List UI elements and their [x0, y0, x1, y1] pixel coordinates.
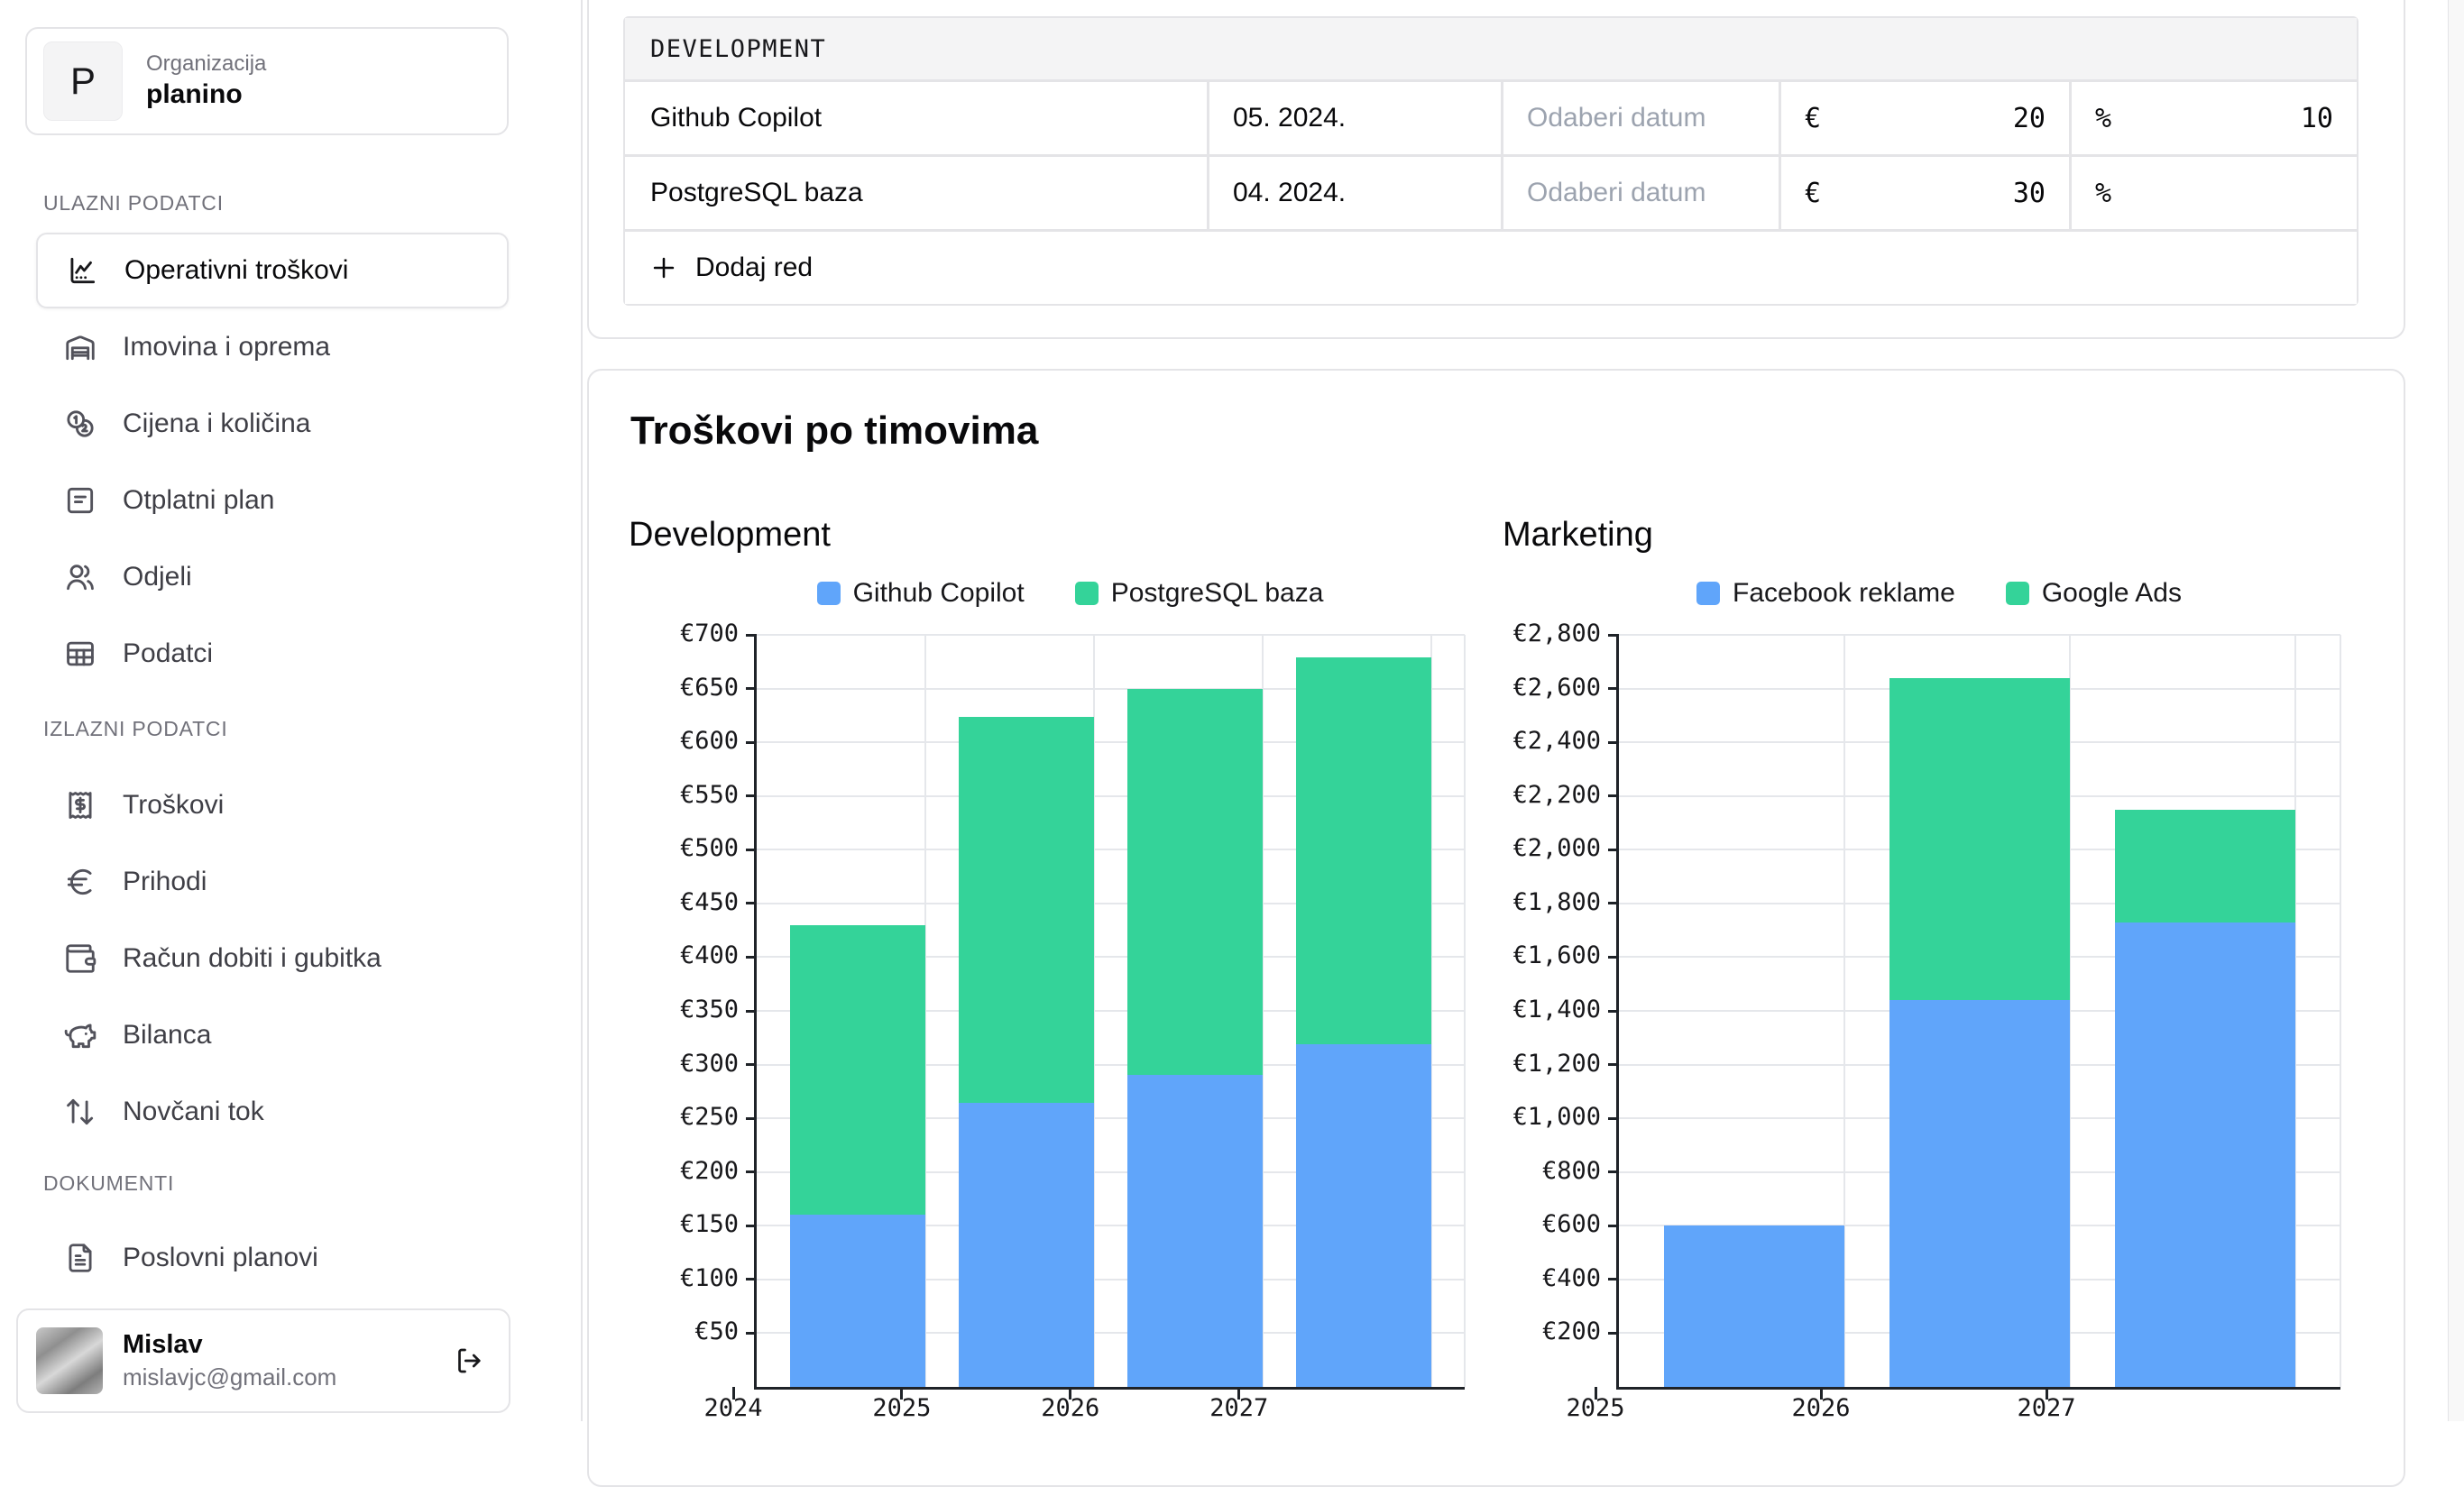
table-icon	[63, 637, 97, 671]
cost-name-cell[interactable]: PostgreSQL baza	[625, 157, 1207, 229]
sidebar-item-operativni-troskovi[interactable]: Operativni troškovi	[36, 233, 509, 308]
start-date-cell[interactable]: 04. 2024.	[1209, 157, 1501, 229]
sidebar-item-label: Otplatni plan	[123, 485, 274, 516]
add-row-label: Dodaj red	[695, 252, 813, 283]
sidebar-section-label-izlazni-podatci: IZLAZNI PODATCI	[43, 717, 228, 741]
sidebar-item-label: Račun dobiti i gubitka	[123, 943, 382, 974]
organization-text: Organizacija planino	[146, 50, 266, 112]
users-icon	[63, 560, 97, 594]
user-name: Mislav	[123, 1328, 336, 1363]
sidebar-item-poslovni-planovi[interactable]: Poslovni planovi	[36, 1220, 509, 1296]
sidebar-item-label: Cijena i količina	[123, 408, 310, 439]
vertical-scrollbar[interactable]	[2448, 0, 2464, 1421]
sidebar-item-novcani-tok[interactable]: Novčani tok	[36, 1074, 509, 1150]
sidebar: P Organizacija planino ULAZNI PODATCI Ope…	[0, 0, 583, 1421]
file-icon	[63, 1241, 97, 1275]
organization-card[interactable]: P Organizacija planino	[25, 27, 509, 135]
growth-value: 10	[2301, 103, 2333, 134]
sidebar-item-label: Novčani tok	[123, 1097, 264, 1127]
sidebar-item-label: Operativni troškovi	[124, 255, 348, 286]
currency-symbol-label: €	[1805, 178, 1821, 209]
growth-cell[interactable]: %	[2072, 157, 2357, 229]
piggy-icon	[63, 1018, 97, 1052]
organization-logo: P	[43, 41, 123, 121]
sidebar-section-label-dokumenti: DOKUMENTI	[43, 1171, 174, 1196]
organization-label: Organizacija	[146, 50, 266, 78]
percent-symbol-label: %	[2095, 103, 2111, 134]
cost-name-cell[interactable]: Github Copilot	[625, 82, 1207, 154]
user-text: Mislav mislavjc@gmail.com	[123, 1328, 336, 1392]
currency-symbol-label: €	[1805, 103, 1821, 134]
sidebar-item-bilanca[interactable]: Bilanca	[36, 997, 509, 1073]
sidebar-item-racun-dobiti-i-gubitka[interactable]: Račun dobiti i gubitka	[36, 921, 509, 996]
user-email: mislavjc@gmail.com	[123, 1363, 336, 1393]
sidebar-item-label: Podatci	[123, 638, 213, 669]
chart-icon	[65, 253, 99, 288]
end-date-cell[interactable]: Odaberi datum	[1503, 82, 1779, 154]
euro-icon	[63, 865, 97, 899]
add-row-button[interactable]: Dodaj red	[625, 232, 2357, 304]
amount-value: 30	[2013, 178, 2046, 209]
avatar	[36, 1327, 103, 1394]
organization-name: planino	[146, 78, 266, 112]
percent-symbol-label: %	[2095, 178, 2111, 209]
sidebar-item-podatci[interactable]: Podatci	[36, 616, 509, 692]
charts-section-title: Troškovi po timovima	[630, 408, 1038, 454]
wallet-icon	[63, 941, 97, 976]
start-date-cell[interactable]: 05. 2024.	[1209, 82, 1501, 154]
growth-cell[interactable]: % 10	[2072, 82, 2357, 154]
warehouse-icon	[63, 330, 97, 364]
sidebar-section-label-ulazni-podatci: ULAZNI PODATCI	[43, 191, 224, 216]
coins-icon	[63, 407, 97, 441]
sidebar-item-label: Odjeli	[123, 562, 192, 592]
logout-icon[interactable]	[453, 1345, 485, 1377]
plus-icon	[648, 252, 679, 283]
receipt-icon	[63, 788, 97, 822]
sidebar-item-prihodi[interactable]: Prihodi	[36, 844, 509, 920]
sidebar-item-label: Bilanca	[123, 1020, 211, 1051]
sidebar-item-label: Poslovni planovi	[123, 1243, 318, 1273]
development-costs-table: DEVELOPMENTGithub Copilot05. 2024.Odaber…	[623, 16, 2358, 306]
table-section-header: DEVELOPMENT	[625, 18, 2357, 79]
plan-icon	[63, 483, 97, 518]
sidebar-item-label: Troškovi	[123, 790, 224, 821]
sidebar-item-imovina-i-oprema[interactable]: Imovina i oprema	[36, 309, 509, 385]
costs-by-team-card: Troškovi po timovima	[587, 369, 2405, 1487]
amount-cell[interactable]: €30	[1781, 157, 2069, 229]
sidebar-item-odjeli[interactable]: Odjeli	[36, 539, 509, 615]
sidebar-item-troskovi[interactable]: Troškovi	[36, 767, 509, 843]
amount-value: 20	[2013, 103, 2046, 134]
sidebar-item-label: Imovina i oprema	[123, 332, 330, 363]
amount-cell[interactable]: €20	[1781, 82, 2069, 154]
updown-icon	[63, 1095, 97, 1129]
sidebar-item-cijena-i-kolicina[interactable]: Cijena i količina	[36, 386, 509, 462]
user-card[interactable]: Mislav mislavjc@gmail.com	[16, 1308, 510, 1413]
sidebar-item-label: Prihodi	[123, 867, 207, 897]
sidebar-item-otplatni-plan[interactable]: Otplatni plan	[36, 463, 509, 538]
end-date-cell[interactable]: Odaberi datum	[1503, 157, 1779, 229]
